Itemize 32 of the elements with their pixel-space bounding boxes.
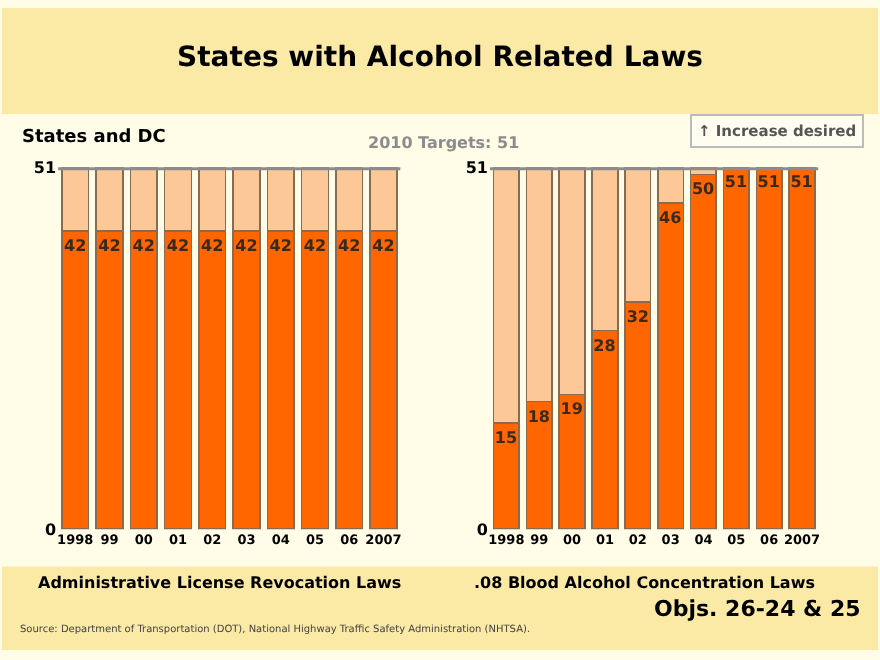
x-axis-title: Administrative License Revocation Laws [38,574,402,592]
data-label: 42 [269,237,292,256]
bar [722,167,750,530]
data-label: 42 [303,237,327,256]
data-label: 50 [691,180,716,199]
x-axis-title: .08 Blood Alcohol Concentration Laws [474,574,816,592]
data-label: 42 [201,237,224,256]
data-label: 51 [757,173,781,192]
bar [689,173,718,530]
data-label: 42 [235,237,258,256]
bar [755,167,783,530]
text: Objs. 26-24 & 25 [654,596,861,622]
data-label: 18 [527,407,551,426]
bar [788,167,816,530]
data-label: 51 [724,173,748,192]
data-label: 32 [626,308,649,327]
y-tick-label: 0 [476,520,489,539]
data-label: 28 [593,336,617,355]
data-label: 42 [338,237,361,256]
data-label: 42 [64,237,87,256]
y-axis-title: States and DC [22,128,167,148]
data-label: 46 [659,208,683,227]
data-label: 42 [98,237,121,256]
data-label: 19 [560,400,584,419]
chart-title: States with Alcohol Related Laws [177,41,703,74]
y-tick-label: 0 [44,520,57,539]
data-label: 42 [132,237,155,256]
data-label: 51 [790,173,814,192]
data-label: 15 [494,428,518,447]
data-label: 42 [372,237,395,256]
ref-line-label: 2010 Targets: 51 [368,134,521,152]
data-label: 42 [166,237,190,256]
